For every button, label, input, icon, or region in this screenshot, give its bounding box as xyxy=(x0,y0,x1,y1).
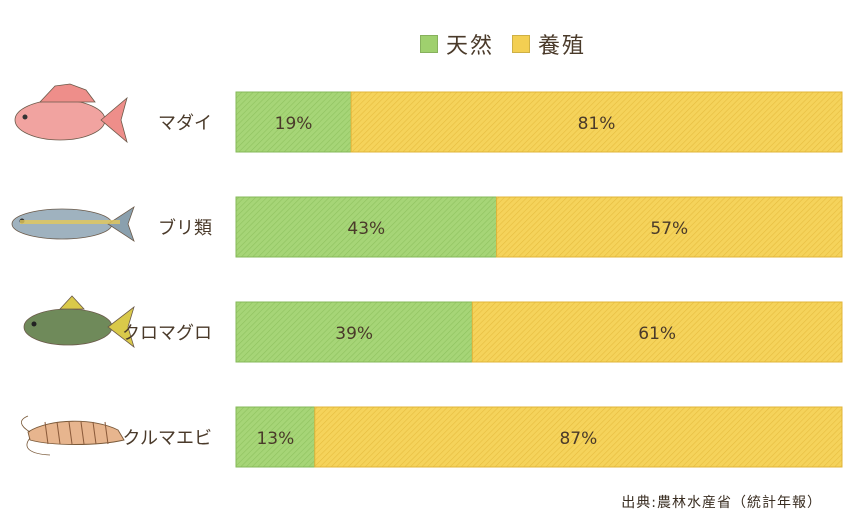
category-label: クロマグロ xyxy=(122,323,212,344)
category-label: ブリ類 xyxy=(158,217,212,239)
value-label-wild: 39% xyxy=(335,324,373,344)
bluefin-tuna-icon xyxy=(23,295,135,349)
category-label: クルマエビ xyxy=(123,428,212,449)
legend-item-wild: 天然 xyxy=(420,28,494,60)
legend-label-wild: 天然 xyxy=(446,34,495,59)
legend-label-farmed: 養殖 xyxy=(538,34,587,59)
bar-segment-farmed xyxy=(471,301,843,363)
legend: 天然 養殖 xyxy=(420,28,586,60)
bar-segment-wild xyxy=(235,91,352,153)
value-label-farmed: 61% xyxy=(638,324,676,344)
bar-segment-farmed xyxy=(314,406,843,468)
legend-swatch-wild xyxy=(420,35,438,53)
category-label: マダイ xyxy=(158,113,212,134)
yellowtail-icon xyxy=(11,206,135,242)
value-label-farmed: 81% xyxy=(578,114,616,134)
source-note: 出典:農林水産省（統計年報） xyxy=(621,495,822,511)
value-label-wild: 19% xyxy=(275,114,313,134)
legend-swatch-farmed xyxy=(512,35,531,53)
value-label-wild: 13% xyxy=(256,429,294,449)
bar-segment-farmed xyxy=(496,196,843,258)
bar-segment-wild xyxy=(235,301,473,363)
bar-segment-farmed xyxy=(350,91,843,153)
value-label-wild: 43% xyxy=(347,219,385,239)
value-label-farmed: 87% xyxy=(559,429,597,449)
red-sea-bream-icon xyxy=(14,83,128,144)
value-label-farmed: 57% xyxy=(650,219,688,239)
kuruma-shrimp-icon xyxy=(21,415,125,456)
legend-item-farmed: 養殖 xyxy=(512,28,586,60)
